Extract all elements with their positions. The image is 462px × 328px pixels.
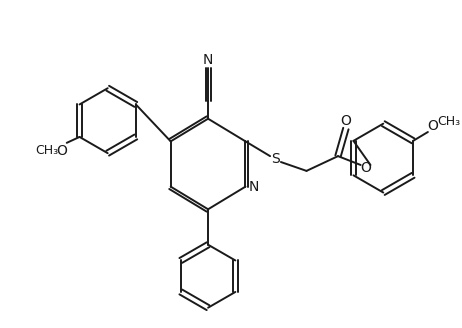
Text: O: O xyxy=(56,144,67,158)
Text: O: O xyxy=(427,119,438,133)
Text: CH₃: CH₃ xyxy=(437,115,460,128)
Text: CH₃: CH₃ xyxy=(36,144,59,157)
Text: N: N xyxy=(248,180,259,194)
Text: N: N xyxy=(203,53,213,67)
Text: O: O xyxy=(360,161,371,175)
Text: S: S xyxy=(271,152,280,166)
Text: O: O xyxy=(340,114,351,128)
